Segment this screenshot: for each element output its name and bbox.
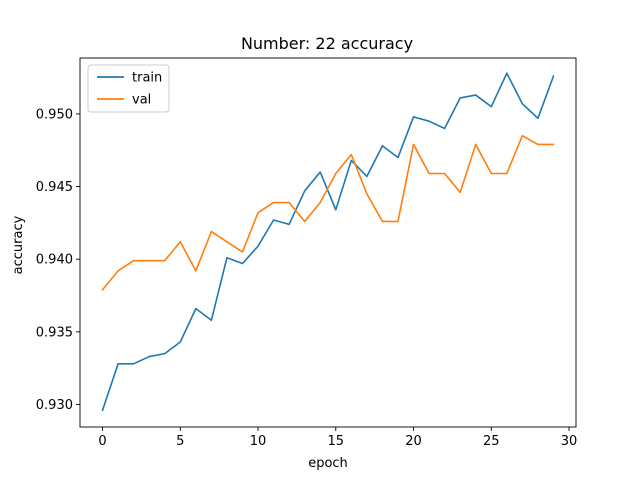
legend-label-val: val: [132, 93, 151, 108]
y-axis-label: accuracy: [11, 215, 26, 274]
x-tick-label: 25: [483, 434, 500, 449]
x-tick-label: 20: [405, 434, 422, 449]
series-line-val: [101, 134, 555, 291]
x-tick-label: 30: [561, 434, 578, 449]
series-line-train: [101, 72, 555, 412]
y-tick-label: 0.935: [36, 325, 73, 340]
y-tick-label: 0.930: [36, 398, 73, 413]
x-tick-label: 10: [250, 434, 267, 449]
chart-title: Number: 22 accuracy: [241, 34, 413, 53]
legend-label-train: train: [132, 71, 162, 86]
axes: 0 5 10 15 20 25 30 0.930 0.935 0.940 0.945 0.950: [36, 57, 578, 449]
x-axis-label: epoch: [308, 456, 348, 471]
y-tick-label: 0.945: [36, 180, 73, 195]
legend: train val: [87, 64, 170, 113]
x-tick-label: 0: [98, 434, 106, 449]
y-tick-label: 0.950: [36, 107, 73, 122]
plot-area: [101, 72, 555, 412]
axes-frame: [79, 57, 577, 428]
y-tick-label: 0.940: [36, 253, 73, 268]
x-tick-label: 15: [328, 434, 345, 449]
x-tick-label: 5: [176, 434, 184, 449]
